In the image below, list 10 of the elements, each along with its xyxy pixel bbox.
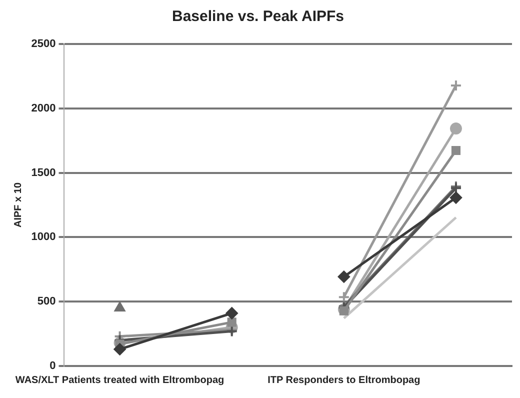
- y-tick-label: 2000: [31, 102, 56, 114]
- y-tick-label: 500: [37, 296, 56, 308]
- y-axis-title: AIPF x 10: [13, 182, 24, 228]
- x-tick-label: WAS/XLT Patients treated with Eltrombopag: [15, 374, 224, 386]
- y-tick-label: 0: [50, 360, 56, 372]
- y-tick-label: 1000: [31, 231, 56, 244]
- x-tick-label: ITP Responders to Eltrombopag: [268, 374, 420, 386]
- y-tick-label: 2500: [31, 38, 56, 50]
- y-tick-label: 1500: [31, 166, 56, 179]
- chart-title: Baseline vs. Peak AIPFs: [172, 8, 344, 26]
